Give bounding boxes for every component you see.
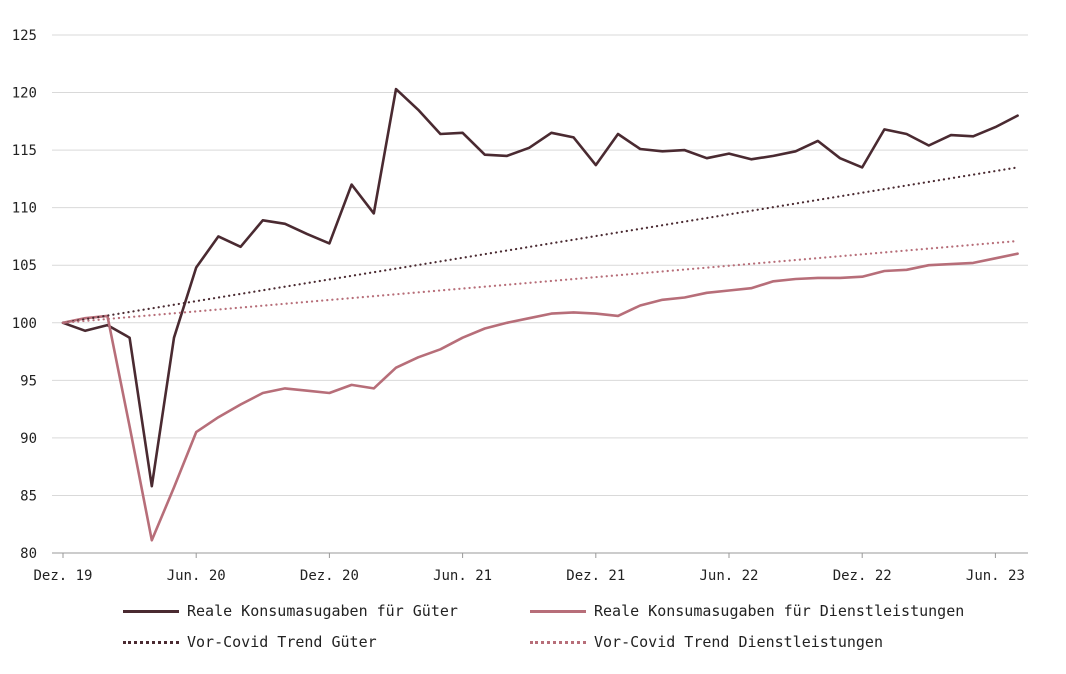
y-tick-label-105: 105 (12, 258, 37, 274)
legend-item-trend-services: Vor-Covid Trend Dienstleistungen (530, 633, 883, 651)
y-axis: 80 85 90 95 100 105 110 115 120 125 (12, 28, 37, 562)
x-tick-label-6: Dez. 22 (833, 568, 892, 584)
gridlines (52, 34, 1028, 496)
y-tick-label-110: 110 (12, 201, 37, 217)
x-tick-label-4: Dez. 21 (566, 568, 625, 584)
series-lines (61, 87, 1019, 542)
legend-item-trend-goods: Vor-Covid Trend Güter (123, 633, 377, 651)
legend-item-services: Reale Konsumasugaben für Dienstleistunge… (530, 602, 964, 620)
line-chart: 80 85 90 95 100 105 110 115 120 125 Dez. 19 Jun. 2… (12, 28, 1028, 584)
y-tick-label-100: 100 (12, 316, 37, 332)
y-tick-label-95: 95 (20, 373, 37, 389)
legend-swatch-trend-goods (123, 640, 179, 644)
x-tick-label-3: Jun. 21 (433, 568, 492, 584)
x-tick-label-1: Jun. 20 (167, 568, 226, 584)
y-tick-label-80: 80 (20, 546, 37, 562)
x-tick-label-2: Dez. 20 (300, 568, 359, 584)
x-tick-label-0: Dez. 19 (33, 568, 92, 584)
y-tick-label-115: 115 (12, 143, 37, 159)
legend-label-trend-services: Vor-Covid Trend Dienstleistungen (594, 633, 883, 651)
legend-label-services: Reale Konsumasugaben für Dienstleistunge… (594, 602, 965, 620)
legend-item-goods: Reale Konsumasugaben für Güter (123, 602, 458, 620)
x-tick-label-7: Jun. 23 (966, 568, 1025, 584)
x-tick-label-5: Jun. 22 (699, 568, 758, 584)
legend-swatch-trend-services (530, 640, 586, 644)
legend: Reale Konsumasugaben für Güter Reale Kon… (0, 590, 1066, 670)
series-line-1 (61, 252, 1019, 542)
x-axis: Dez. 19 Jun. 20 Dez. 20 Jun. 21 Dez. 21 Jun. … (33, 552, 1028, 584)
series-line-2 (61, 166, 1019, 324)
y-tick-label-120: 120 (12, 86, 37, 102)
y-tick-label-90: 90 (20, 431, 37, 447)
y-tick-label-85: 85 (20, 488, 37, 504)
series-line-3 (61, 239, 1019, 324)
legend-label-trend-goods: Vor-Covid Trend Güter (187, 633, 377, 651)
y-tick-label-125: 125 (12, 28, 37, 44)
series-line-0 (61, 87, 1019, 488)
legend-swatch-goods (123, 609, 179, 613)
legend-swatch-services (530, 609, 586, 613)
legend-label-goods: Reale Konsumasugaben für Güter (187, 602, 458, 620)
